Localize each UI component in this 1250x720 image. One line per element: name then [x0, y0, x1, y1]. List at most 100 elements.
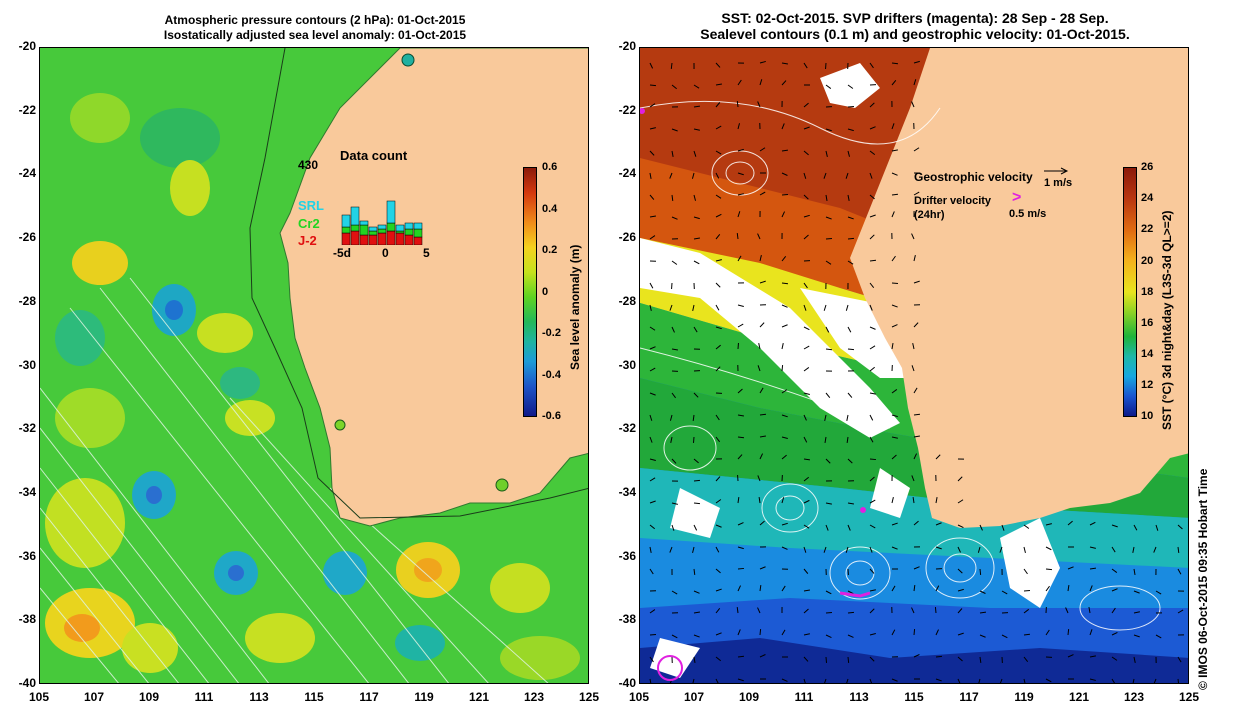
longitude-tick: 125: [1178, 690, 1200, 704]
imos-credit: © IMOS 06-Oct-2015 09:35 Hobart Time: [1196, 468, 1210, 690]
velocity-arrow: [757, 607, 761, 614]
longitude-tick: 115: [904, 690, 924, 704]
velocity-arrow: [1023, 656, 1029, 663]
data-count-bar: [350, 230, 360, 245]
data-count-bar: [413, 236, 423, 245]
left-map-title: Atmospheric pressure contours (2 hPa): 0…: [40, 13, 590, 43]
velocity-arrow: [1155, 524, 1159, 531]
latitude-tick: -24: [618, 166, 636, 181]
latitude-tick: -22: [18, 102, 36, 117]
velocity-arrow: [957, 632, 964, 636]
velocity-arrow: [737, 148, 744, 152]
velocity-arrow: [957, 546, 961, 553]
velocity-arrow: [803, 589, 811, 592]
velocity-arrow: [825, 326, 830, 333]
velocity-arrow: [935, 454, 941, 460]
velocity-arrow: [846, 414, 849, 421]
velocity-arrow: [957, 678, 961, 683]
velocity-arrow: [737, 567, 745, 570]
velocity-arrow: [693, 502, 701, 505]
velocity-arrow: [1023, 589, 1031, 592]
latitude-tick: -20: [618, 39, 636, 53]
velocity-arrow: [671, 128, 678, 132]
velocity-arrow: [824, 436, 827, 443]
velocity-arrow: [913, 654, 920, 658]
velocity-arrow: [693, 656, 696, 663]
velocity-arrow: [649, 326, 656, 331]
velocity-arrow: [649, 477, 656, 482]
longitude-tick: 111: [194, 690, 214, 704]
velocity-arrow: [1132, 546, 1135, 553]
velocity-arrow: [758, 343, 761, 350]
velocity-arrow: [759, 453, 764, 460]
velocity-arrow: [781, 454, 787, 460]
geostrophic-scale-arrow-icon: [1044, 167, 1069, 175]
velocity-arrow: [693, 260, 700, 265]
velocity-arrow: [1088, 607, 1091, 614]
latitude-tick: -32: [18, 421, 36, 436]
velocity-arrow: [693, 524, 698, 531]
longitude-tick: 109: [138, 690, 160, 704]
sla-tick-3: 0: [542, 286, 549, 298]
data-count-bar: [377, 232, 387, 245]
velocity-arrow: [759, 322, 765, 328]
latitude-tick: -24: [18, 166, 36, 181]
data-count-bar: [413, 222, 423, 230]
velocity-arrow: [869, 633, 876, 636]
sst-tick-5: 16: [1141, 317, 1154, 329]
velocity-arrow: [649, 678, 652, 683]
velocity-arrow: [669, 414, 673, 421]
latitude-tick: -40: [618, 676, 636, 690]
velocity-arrow: [1023, 568, 1028, 575]
latitude-tick: -28: [18, 293, 36, 308]
velocity-arrow: [869, 656, 875, 662]
velocity-arrow: [671, 216, 678, 220]
latitude-tick: -38: [18, 612, 36, 627]
geostrophic-velocity-label: Geostrophic velocity: [914, 170, 1033, 184]
velocity-arrow: [1023, 524, 1030, 529]
velocity-arrow: [803, 282, 808, 289]
velocity-arrow: [1045, 523, 1052, 526]
sst-colorbar: [1123, 167, 1137, 417]
velocity-arrow: [825, 392, 831, 398]
sst-tick-7: 12: [1141, 379, 1154, 391]
velocity-arrow: [869, 476, 875, 482]
velocity-arrow: [1089, 585, 1093, 592]
velocity-arrow: [1177, 678, 1180, 683]
velocity-arrow: [649, 103, 656, 108]
velocity-arrow: [999, 546, 1003, 553]
velocity-arrow: [649, 127, 656, 130]
velocity-arrow: [1067, 520, 1073, 526]
velocity-arrow: [891, 80, 897, 86]
velocity-arrow: [913, 60, 920, 64]
data-count-bar: [341, 232, 351, 245]
velocity-arrow: [1111, 524, 1118, 528]
velocity-arrow: [1045, 629, 1050, 636]
velocity-arrow: [825, 194, 828, 201]
velocity-arrow: [649, 656, 654, 663]
velocity-arrow: [759, 191, 766, 196]
velocity-arrow: [912, 496, 915, 504]
sst-map[interactable]: Geostrophic velocity 1 m/s Drifter veloc…: [639, 47, 1189, 684]
velocity-arrow: [649, 282, 654, 289]
velocity-arrow: [1001, 634, 1008, 639]
drifter-velocity-label: Drifter velocity: [914, 195, 992, 207]
velocity-arrow: [671, 590, 678, 595]
velocity-arrow: [957, 476, 963, 482]
velocity-arrow: [781, 678, 788, 682]
velocity-arrow: [825, 348, 833, 351]
velocity-arrow: [847, 458, 853, 464]
velocity-arrow: [671, 502, 678, 505]
longitude-tick: 119: [414, 690, 434, 704]
sla-tick-2: 0.2: [542, 244, 558, 256]
drifter-scale-label: 0.5 m/s: [1009, 208, 1047, 220]
velocity-arrow: [803, 326, 810, 331]
velocity-arrow: [693, 194, 697, 201]
velocity-arrow: [1067, 628, 1070, 636]
sea-level-anomaly-map[interactable]: Data count 430 SRL Cr2 J-2 -5d 0 5: [39, 47, 589, 684]
sla-tick-1: 0.4: [542, 203, 558, 215]
velocity-arrow: [1133, 568, 1136, 575]
longitude-tick: 105: [28, 690, 50, 704]
latitude-tick: -26: [618, 230, 636, 245]
velocity-arrow: [715, 213, 722, 218]
